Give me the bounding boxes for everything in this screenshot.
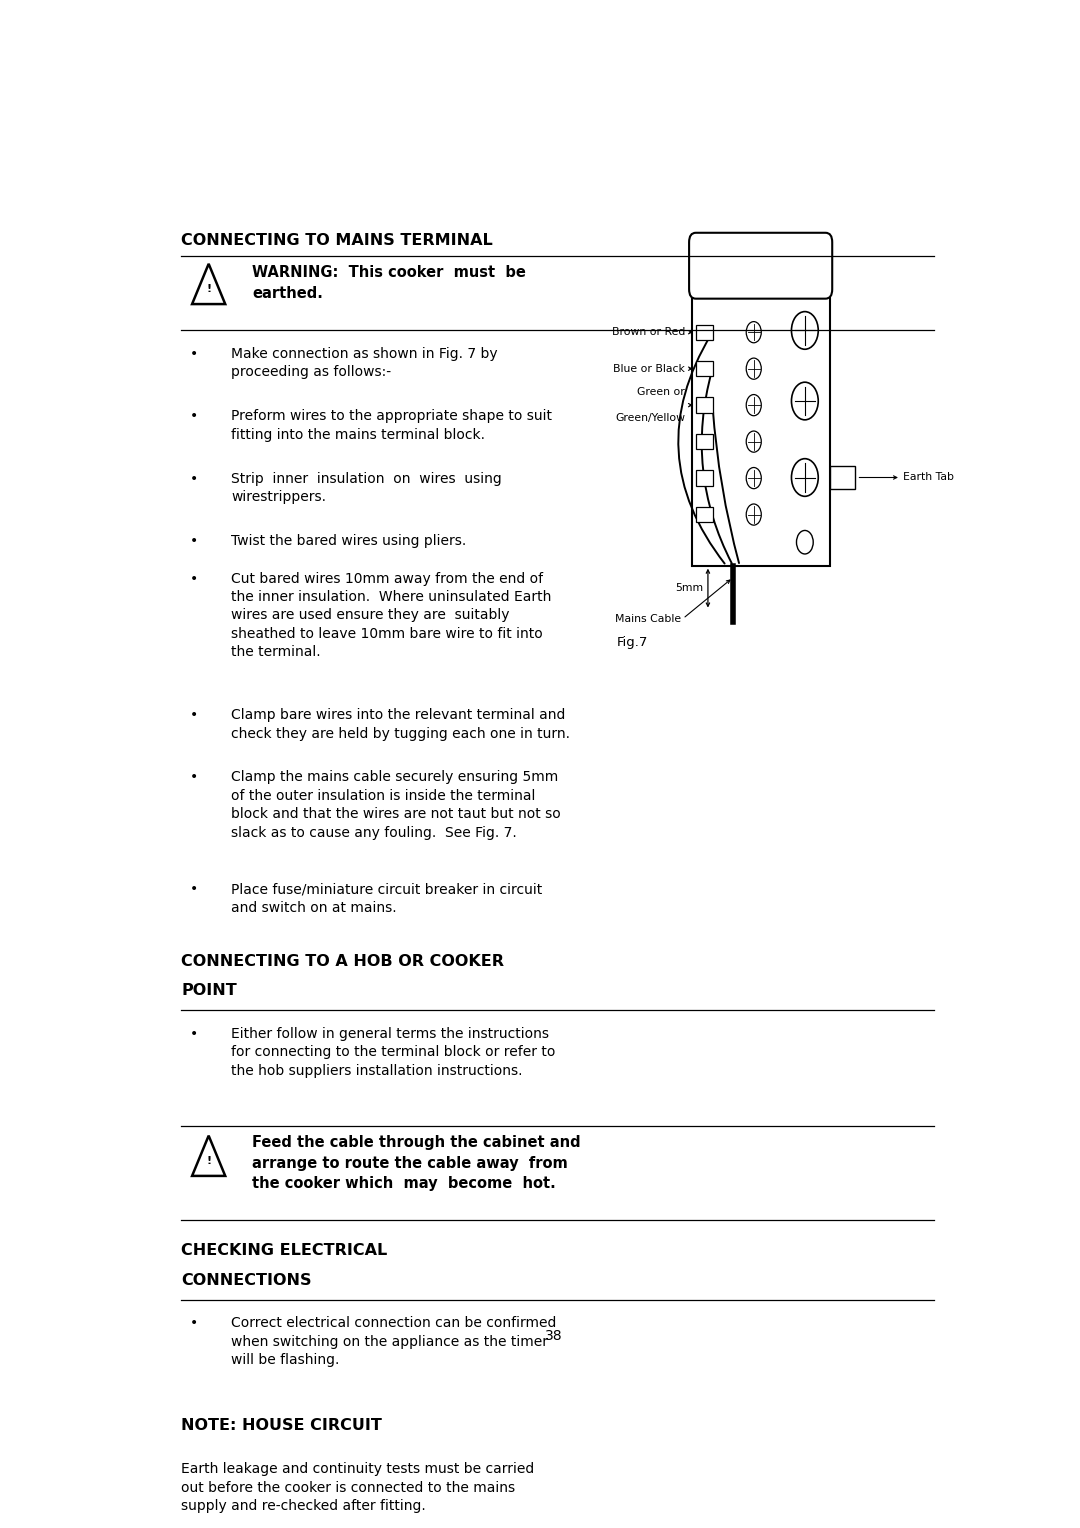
Text: CONNECTIONS: CONNECTIONS (181, 1273, 311, 1288)
Bar (696, 434, 713, 449)
Text: •: • (189, 472, 198, 486)
Bar (696, 471, 713, 486)
Bar (696, 397, 713, 413)
Text: Make connection as shown in Fig. 7 by
proceeding as follows:-: Make connection as shown in Fig. 7 by pr… (231, 347, 498, 379)
Text: •: • (189, 707, 198, 723)
Text: CONNECTING TO A HOB OR COOKER: CONNECTING TO A HOB OR COOKER (181, 953, 504, 969)
Text: Green or: Green or (637, 387, 685, 397)
Circle shape (746, 431, 761, 452)
Circle shape (746, 321, 761, 342)
Text: •: • (189, 882, 198, 897)
Text: CHECKING ELECTRICAL: CHECKING ELECTRICAL (181, 1244, 388, 1259)
Circle shape (792, 382, 819, 420)
Text: Green/Yellow: Green/Yellow (615, 414, 685, 423)
Text: WARNING:  This cooker  must  be
earthed.: WARNING: This cooker must be earthed. (253, 264, 526, 301)
Text: Blue or Black: Blue or Black (613, 364, 685, 374)
Text: Clamp the mains cable securely ensuring 5mm
of the outer insulation is inside th: Clamp the mains cable securely ensuring … (231, 770, 561, 840)
Text: POINT: POINT (181, 984, 237, 998)
Text: Twist the bared wires using pliers.: Twist the bared wires using pliers. (231, 533, 467, 549)
Text: CONNECTING TO MAINS TERMINAL: CONNECTING TO MAINS TERMINAL (181, 232, 492, 248)
Circle shape (746, 394, 761, 416)
Bar (696, 324, 713, 339)
Text: Cut bared wires 10mm away from the end of
the inner insulation.  Where uninsulat: Cut bared wires 10mm away from the end o… (231, 571, 552, 659)
Text: Clamp bare wires into the relevant terminal and
check they are held by tugging e: Clamp bare wires into the relevant termi… (231, 707, 570, 741)
Text: Strip  inner  insulation  on  wires  using
wirestrippers.: Strip inner insulation on wires using wi… (231, 472, 502, 504)
FancyBboxPatch shape (689, 232, 833, 298)
Text: •: • (189, 1027, 198, 1041)
Circle shape (746, 358, 761, 379)
Text: Preform wires to the appropriate shape to suit
fitting into the mains terminal b: Preform wires to the appropriate shape t… (231, 410, 552, 442)
Text: Correct electrical connection can be confirmed
when switching on the appliance a: Correct electrical connection can be con… (231, 1317, 556, 1368)
Text: 38: 38 (544, 1329, 563, 1343)
Bar (696, 507, 713, 523)
Circle shape (792, 458, 819, 497)
Text: Fig.7: Fig.7 (617, 636, 648, 649)
Circle shape (796, 530, 813, 555)
Circle shape (792, 312, 819, 350)
Circle shape (746, 468, 761, 489)
Text: Place fuse/miniature circuit breaker in circuit
and switch on at mains.: Place fuse/miniature circuit breaker in … (231, 882, 542, 915)
Text: •: • (189, 770, 198, 784)
Bar (691, 260, 829, 565)
Text: Earth leakage and continuity tests must be carried
out before the cooker is conn: Earth leakage and continuity tests must … (181, 1462, 535, 1513)
Text: Feed the cable through the cabinet and
arrange to route the cable away  from
the: Feed the cable through the cabinet and a… (253, 1135, 581, 1190)
Text: Mains Cable: Mains Cable (615, 614, 681, 623)
Text: •: • (189, 347, 198, 361)
Text: Brown or Red: Brown or Red (611, 327, 685, 338)
Text: 5mm: 5mm (676, 584, 704, 593)
Text: •: • (189, 533, 198, 549)
Text: !: ! (206, 284, 212, 295)
Circle shape (746, 504, 761, 526)
Bar (829, 466, 855, 489)
Text: •: • (189, 571, 198, 585)
Text: •: • (189, 1317, 198, 1331)
Bar (696, 361, 713, 376)
Text: !: ! (206, 1157, 212, 1166)
Text: Either follow in general terms the instructions
for connecting to the terminal b: Either follow in general terms the instr… (231, 1027, 555, 1077)
Text: •: • (189, 410, 198, 423)
Text: Earth Tab: Earth Tab (903, 472, 954, 483)
Text: NOTE: HOUSE CIRCUIT: NOTE: HOUSE CIRCUIT (181, 1418, 382, 1433)
